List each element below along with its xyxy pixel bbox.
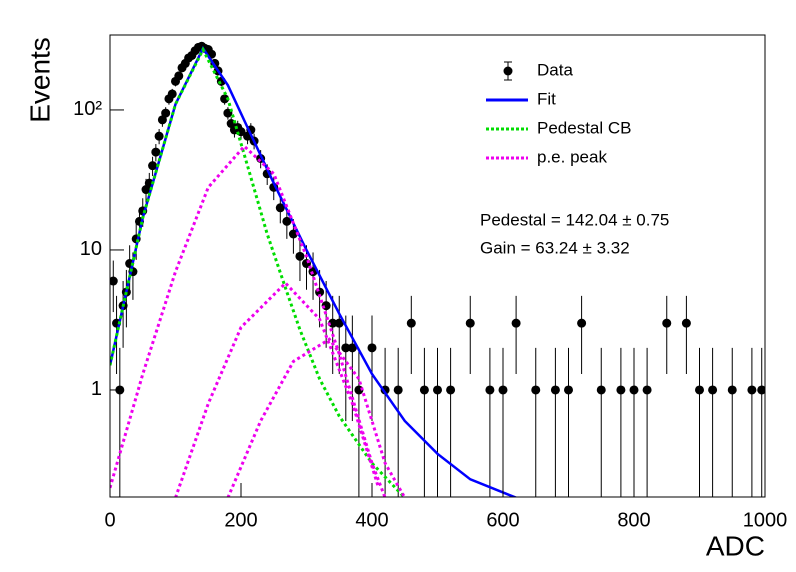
- legend-label: Fit: [537, 89, 556, 108]
- plot-area: [110, 41, 765, 497]
- data-point: [695, 385, 704, 395]
- annotation: Gain = 63.24 ± 3.32: [480, 238, 630, 257]
- data-point: [531, 385, 541, 395]
- data-point: [406, 318, 416, 328]
- data-point: [747, 385, 757, 395]
- x-tick-label: 800: [617, 509, 650, 531]
- data-point: [757, 385, 765, 395]
- data-point: [485, 385, 495, 395]
- data-point: [629, 385, 639, 395]
- data-point: [282, 216, 292, 226]
- data-point: [288, 229, 298, 239]
- data-point: [577, 318, 587, 328]
- data-point: [727, 385, 737, 395]
- frame: [109, 34, 766, 498]
- data-point: [433, 385, 442, 395]
- data-point: [154, 131, 164, 141]
- data-point: [419, 385, 429, 395]
- data-point: [616, 385, 626, 395]
- x-tick-label: 0: [104, 509, 115, 531]
- data-point: [367, 343, 377, 353]
- legend-label: Pedestal CB: [537, 118, 632, 137]
- x-tick-label: 600: [486, 509, 519, 531]
- data-point: [550, 385, 560, 395]
- x-tick-label: 400: [355, 509, 388, 531]
- x-tick-label: 1000: [743, 509, 788, 531]
- y-tick-label: 10²: [73, 98, 102, 120]
- data-point: [334, 318, 344, 328]
- annotation: Pedestal = 142.04 ± 0.75: [480, 210, 669, 229]
- data-point: [157, 115, 167, 125]
- data-point: [564, 385, 573, 395]
- y-tick-label: 1: [91, 378, 102, 400]
- data-point: [393, 385, 403, 395]
- curve: [110, 144, 407, 497]
- legend-label: Data: [537, 60, 573, 79]
- data-point: [161, 108, 171, 118]
- data-point: [596, 385, 606, 395]
- data-point: [148, 161, 158, 171]
- data-point: [465, 318, 475, 328]
- data-point: [275, 203, 285, 213]
- data-point: [511, 318, 521, 328]
- x-axis-label: ADC: [706, 530, 765, 561]
- legend-marker: [503, 66, 513, 76]
- data-point: [110, 276, 118, 286]
- data-point: [174, 71, 184, 81]
- legend-label: p.e. peak: [537, 147, 607, 166]
- data-point: [708, 385, 718, 395]
- data-point: [220, 94, 230, 104]
- data-point: [681, 318, 691, 328]
- data-point: [295, 251, 305, 261]
- data-point: [328, 318, 338, 328]
- y-tick-label: 10: [80, 238, 102, 260]
- data-point: [347, 343, 357, 353]
- data-point: [662, 318, 672, 328]
- x-tick-label: 200: [224, 509, 257, 531]
- data-point: [642, 385, 652, 395]
- y-axis-label: Events: [24, 37, 55, 123]
- curve: [110, 46, 406, 497]
- data-point: [341, 343, 351, 353]
- data-point: [151, 147, 161, 157]
- data-point: [498, 385, 508, 395]
- data-point: [167, 89, 177, 99]
- data-point: [446, 385, 456, 395]
